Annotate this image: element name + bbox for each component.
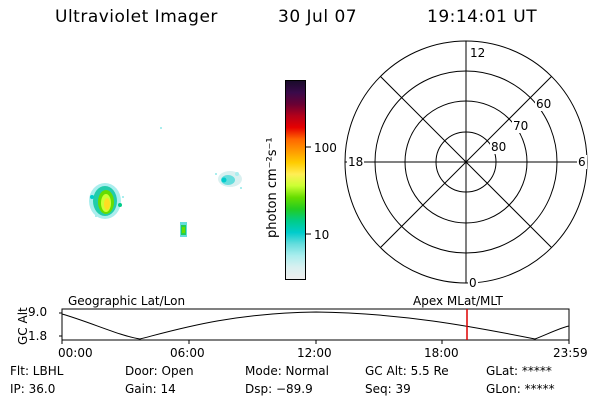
gc-alt-status: GC Alt: 5.5 Re (365, 364, 449, 378)
filter-status: Flt: LBHL (10, 364, 64, 378)
seq-status: Seq: 39 (365, 382, 411, 396)
gain-status: Gain: 14 (125, 382, 176, 396)
lat-label-80: 80 (490, 140, 508, 154)
strip-xtick-3: 18:00 (424, 346, 459, 360)
noise-pixels (95, 127, 242, 217)
mlt-label-18: 18 (347, 155, 365, 169)
ip-status: IP: 36.0 (10, 382, 56, 396)
dsp-status: Dsp: −89.9 (245, 382, 313, 396)
lat-label-70: 70 (512, 119, 530, 133)
colorbar-tick-100: 100 (314, 141, 337, 155)
strip-right-title: Apex MLat/MLT (413, 294, 503, 308)
mlt-label-6: 6 (577, 155, 587, 169)
lat-label-60: 60 (535, 97, 553, 111)
glon-status: GLon: ***** (486, 382, 555, 396)
glat-status: GLat: ***** (486, 364, 552, 378)
mode-status: Mode: Normal (245, 364, 329, 378)
mlt-label-12: 12 (469, 46, 487, 60)
observation-date: 30 Jul 07 (278, 7, 358, 27)
colorbar-tick-10: 10 (314, 228, 330, 242)
polar-diagonal-2 (380, 76, 552, 248)
door-status: Door: Open (125, 364, 194, 378)
observation-time: 19:14:01 UT (427, 7, 538, 27)
emission-blob-1 (89, 183, 122, 219)
strip-frame (61, 308, 570, 341)
strip-xtick-1: 06:00 (170, 346, 205, 360)
strip-xtick-0: 00:00 (58, 346, 93, 360)
mlt-label-0: 0 (468, 276, 478, 290)
strip-xtick-4: 23:59 (553, 346, 588, 360)
emission-blob-2 (218, 171, 242, 187)
strip-left-title: Geographic Lat/Lon (68, 294, 186, 308)
strip-ytick-max: 9.0 (28, 305, 48, 319)
strip-ytick-min: 1.8 (28, 329, 48, 343)
emission-blob-3 (180, 222, 187, 237)
strip-xtick-2: 12:00 (297, 346, 332, 360)
gc-alt-curve (61, 311, 570, 340)
colorbar (285, 80, 306, 280)
instrument-title: Ultraviolet Imager (55, 7, 218, 27)
